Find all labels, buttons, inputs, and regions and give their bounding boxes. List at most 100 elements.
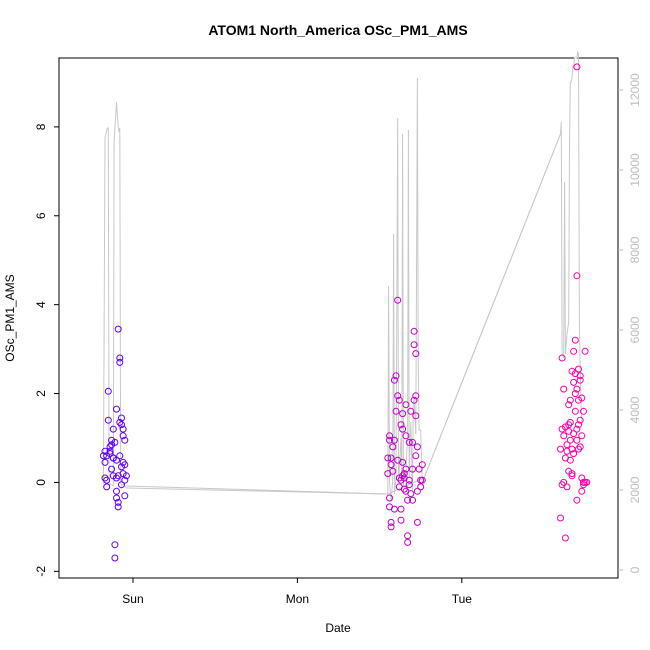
scatter-point xyxy=(390,436,398,444)
scatter-point xyxy=(573,63,581,71)
x-tick-label: Mon xyxy=(286,592,309,606)
scatter-point xyxy=(570,450,578,458)
scatter-point xyxy=(113,405,120,413)
scatter-point xyxy=(560,385,568,393)
y-tick-label: 8 xyxy=(34,123,48,130)
y-tick-label: 0 xyxy=(34,479,48,486)
scatter-point xyxy=(108,465,116,473)
scatter-point xyxy=(570,378,578,386)
scatter-point xyxy=(113,474,120,482)
y2-tick-label: 8000 xyxy=(628,236,642,263)
scatter-point xyxy=(386,494,393,502)
scatter-point xyxy=(576,416,584,424)
scatter-point xyxy=(111,554,119,562)
scatter-point xyxy=(576,376,584,384)
scatter-point xyxy=(392,372,400,380)
scatter-point xyxy=(410,396,418,404)
scatter-point xyxy=(387,518,395,526)
chart-title: ATOM1 North_America OSc_PM1_AMS xyxy=(208,22,467,38)
scatter-point xyxy=(571,336,579,344)
scatter-point xyxy=(118,421,125,429)
scatter-point xyxy=(565,401,573,409)
scatter-point xyxy=(397,516,405,524)
scatter-point xyxy=(573,436,581,444)
scatter-point xyxy=(399,458,407,466)
scatter-point xyxy=(114,325,122,333)
scatter-point xyxy=(566,418,574,426)
scatter-point xyxy=(399,410,407,418)
scatter-point xyxy=(392,407,400,415)
scatter-point xyxy=(386,432,393,440)
scatter-point xyxy=(413,487,421,495)
scatter-point xyxy=(400,485,408,493)
scatter-point xyxy=(118,481,125,489)
scatter-point xyxy=(104,416,112,424)
secondary-series-line xyxy=(102,50,583,503)
scatter-point xyxy=(418,461,426,469)
scatter-point xyxy=(571,407,579,415)
scatter-point xyxy=(122,472,130,480)
scatter-point xyxy=(578,394,586,402)
scatter-point xyxy=(404,496,412,504)
scatter-point xyxy=(575,421,582,429)
scatter-point xyxy=(412,452,420,460)
scatter-point xyxy=(101,458,109,466)
scatter-point xyxy=(395,396,403,404)
scatter-point xyxy=(576,372,584,380)
scatter-point xyxy=(561,534,569,542)
scatter-point xyxy=(409,496,416,504)
y2-tick-label: 2000 xyxy=(628,476,642,503)
scatter-point xyxy=(116,452,124,460)
scatter-point xyxy=(121,436,129,444)
scatter-point xyxy=(404,532,412,540)
scatter-point xyxy=(410,327,418,335)
scatter-point xyxy=(570,347,578,355)
scatter-point xyxy=(103,452,111,460)
scatter-point xyxy=(566,456,574,464)
scatter-point xyxy=(109,454,117,462)
scatter-point xyxy=(578,432,586,440)
scatter-point xyxy=(578,474,586,482)
scatter-point xyxy=(118,414,125,422)
scatter-point xyxy=(558,354,566,362)
scatter-point xyxy=(568,367,576,375)
scatter-point xyxy=(417,483,425,491)
secondary-series-connection xyxy=(126,133,561,495)
scatter-point xyxy=(412,350,420,358)
scatter-point xyxy=(407,490,415,498)
x-tick-label: Tue xyxy=(452,592,473,606)
scatter-point xyxy=(390,505,398,513)
y-tick-label: -2 xyxy=(34,566,48,577)
scatter-point xyxy=(557,514,564,522)
scatter-point xyxy=(387,523,395,531)
scatter-point xyxy=(581,347,589,355)
scatter-point xyxy=(413,443,421,451)
scatter-point xyxy=(389,467,397,475)
scatter-point xyxy=(412,392,420,400)
scatter-point xyxy=(103,476,111,484)
scatter-point xyxy=(114,503,122,511)
scatter-point xyxy=(557,445,564,453)
scatter-point xyxy=(573,272,581,280)
scatter-point xyxy=(575,445,582,453)
scatter-point xyxy=(121,492,129,500)
scatter-point xyxy=(563,483,571,491)
y-axis-label: OSc_PM1_AMS xyxy=(3,274,17,361)
scatter-point xyxy=(418,476,426,484)
scatter-point xyxy=(109,425,117,433)
y-tick-label: 2 xyxy=(34,390,48,397)
scatter-point xyxy=(101,474,109,482)
scatter-point xyxy=(121,461,129,469)
scatter-point xyxy=(409,438,416,446)
scatter-point xyxy=(113,494,120,502)
scatter-point xyxy=(566,436,574,444)
scatter-point xyxy=(568,470,576,478)
scatter-point xyxy=(402,465,410,473)
scatter-point xyxy=(573,385,581,393)
scatter-point xyxy=(563,441,571,449)
scatter-point xyxy=(121,476,129,484)
scatter-point xyxy=(384,454,392,462)
scatter-point xyxy=(116,354,124,362)
scatter-point xyxy=(402,401,410,409)
scatter-point xyxy=(390,376,398,384)
